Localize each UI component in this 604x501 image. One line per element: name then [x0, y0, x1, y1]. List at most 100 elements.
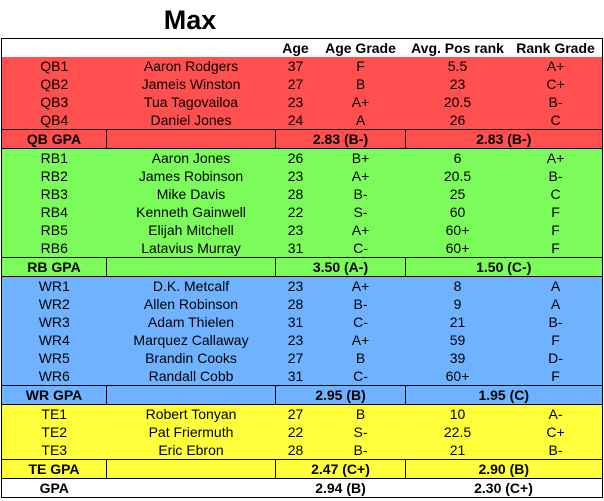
table-row: TE2 Pat Friermuth 22 S- 22.5 C+ — [1, 423, 603, 441]
rank-grade-cell: C+ — [509, 75, 603, 93]
age-grade-cell: B+ — [315, 148, 406, 167]
player-cell: Pat Friermuth — [106, 423, 276, 441]
player-cell: Robert Tonyan — [106, 404, 276, 423]
age-grade-cell: B- — [315, 295, 406, 313]
age-grade-cell: A+ — [315, 167, 406, 185]
player-cell: Latavius Murray — [106, 239, 276, 258]
total-gpa-row: GPA 2.94 (B) 2.30 (C+) — [1, 478, 603, 498]
position-cell: WR2 — [1, 295, 107, 313]
age-gpa-value: 2.95 (B) — [275, 385, 406, 405]
rank-grade-cell: C — [509, 111, 603, 130]
position-cell: QB3 — [1, 93, 107, 111]
rank-grade-cell: F — [509, 203, 603, 221]
position-cell: QB1 — [1, 57, 107, 75]
age-cell: 31 — [275, 239, 316, 258]
rank-gpa-value: 1.50 (C-) — [405, 257, 603, 277]
age-cell: 23 — [275, 167, 316, 185]
table-row: WR6 Randall Cobb 31 C- 60+ F — [1, 367, 603, 386]
position-cell: RB3 — [1, 185, 107, 203]
position-cell: RB6 — [1, 239, 107, 258]
age-grade-cell: B — [315, 349, 406, 367]
table-row: WR1 D.K. Metcalf 23 A+ 8 A — [1, 276, 603, 295]
age-cell: 37 — [275, 57, 316, 75]
table-row: WR3 Adam Thielen 31 C- 21 B- — [1, 313, 603, 331]
rank-grade-cell: A+ — [509, 148, 603, 167]
player-cell: James Robinson — [106, 167, 276, 185]
age-cell: 23 — [275, 331, 316, 349]
age-cell: 27 — [275, 349, 316, 367]
age-grade-cell: A+ — [315, 93, 406, 111]
rank-grade-cell: D- — [509, 349, 603, 367]
age-cell: 31 — [275, 313, 316, 331]
rank-grade-cell: A — [509, 276, 603, 295]
avg-pos-rank-cell: 23 — [405, 75, 510, 93]
avg-pos-rank-cell: 60+ — [405, 221, 510, 239]
player-cell: Daniel Jones — [106, 111, 276, 130]
position-cell: WR3 — [1, 313, 107, 331]
age-grade-cell: C- — [315, 313, 406, 331]
player-cell: Jameis Winston — [106, 75, 276, 93]
header-age-grade: Age Grade — [315, 38, 406, 57]
rank-grade-cell: B- — [509, 441, 603, 460]
wr-gpa-row: WR GPA 2.95 (B) 1.95 (C) — [1, 385, 603, 405]
player-cell: Marquez Callaway — [106, 331, 276, 349]
age-cell: 27 — [275, 404, 316, 423]
rank-gpa-value: 1.95 (C) — [405, 385, 603, 405]
gpa-spacer — [106, 459, 276, 479]
age-grade-cell: S- — [315, 423, 406, 441]
age-cell: 27 — [275, 75, 316, 93]
rank-grade-cell: A+ — [509, 57, 603, 75]
player-cell: Eric Ebron — [106, 441, 276, 460]
total-age-gpa-value: 2.94 (B) — [275, 478, 406, 498]
te-gpa-row: TE GPA 2.47 (C+) 2.90 (B) — [1, 459, 603, 479]
position-cell: RB5 — [1, 221, 107, 239]
rank-grade-cell: F — [509, 367, 603, 386]
table-row: QB4 Daniel Jones 24 A 26 C — [1, 111, 603, 130]
player-cell: Adam Thielen — [106, 313, 276, 331]
header-player — [106, 38, 276, 57]
table-row: QB3 Tua Tagovailoa 23 A+ 20.5 B- — [1, 93, 603, 111]
table-row: RB6 Latavius Murray 31 C- 60+ F — [1, 239, 603, 258]
position-cell: TE2 — [1, 423, 107, 441]
rb-gpa-row: RB GPA 3.50 (A-) 1.50 (C-) — [1, 257, 603, 277]
table-row: RB4 Kenneth Gainwell 22 S- 60 F — [1, 203, 603, 221]
age-grade-cell: A+ — [315, 221, 406, 239]
age-grade-cell: B- — [315, 185, 406, 203]
avg-pos-rank-cell: 8 — [405, 276, 510, 295]
avg-pos-rank-cell: 5.5 — [405, 57, 510, 75]
table-row: WR2 Allen Robinson 28 B- 9 A — [1, 295, 603, 313]
player-cell: Aaron Jones — [106, 148, 276, 167]
avg-pos-rank-cell: 59 — [405, 331, 510, 349]
header-position — [1, 38, 107, 57]
position-cell: TE1 — [1, 404, 107, 423]
page-title: Max — [163, 5, 217, 35]
rank-grade-cell: C — [509, 185, 603, 203]
position-cell: RB4 — [1, 203, 107, 221]
gpa-spacer — [106, 257, 276, 277]
gpa-label: QB GPA — [1, 129, 107, 149]
total-gpa-label: GPA — [1, 478, 107, 498]
rank-grade-cell: F — [509, 239, 603, 258]
grades-table: Age Age Grade Avg. Pos rank Rank Grade Q… — [1, 38, 603, 498]
table-row: RB2 James Robinson 23 A+ 20.5 B- — [1, 167, 603, 185]
age-cell: 23 — [275, 276, 316, 295]
rank-grade-cell: B- — [509, 93, 603, 111]
avg-pos-rank-cell: 60 — [405, 203, 510, 221]
avg-pos-rank-cell: 60+ — [405, 367, 510, 386]
age-cell: 31 — [275, 367, 316, 386]
position-cell: QB2 — [1, 75, 107, 93]
age-cell: 24 — [275, 111, 316, 130]
age-cell: 23 — [275, 221, 316, 239]
header-age: Age — [275, 38, 316, 57]
age-grade-cell: C- — [315, 367, 406, 386]
age-grade-cell: A — [315, 111, 406, 130]
qb-gpa-row: QB GPA 2.83 (B-) 2.83 (B-) — [1, 129, 603, 149]
avg-pos-rank-cell: 6 — [405, 148, 510, 167]
table-row: RB5 Elijah Mitchell 23 A+ 60+ F — [1, 221, 603, 239]
rank-grade-cell: F — [509, 331, 603, 349]
position-cell: TE3 — [1, 441, 107, 460]
age-gpa-value: 2.47 (C+) — [275, 459, 406, 479]
position-cell: WR6 — [1, 367, 107, 386]
age-grade-cell: B — [315, 404, 406, 423]
